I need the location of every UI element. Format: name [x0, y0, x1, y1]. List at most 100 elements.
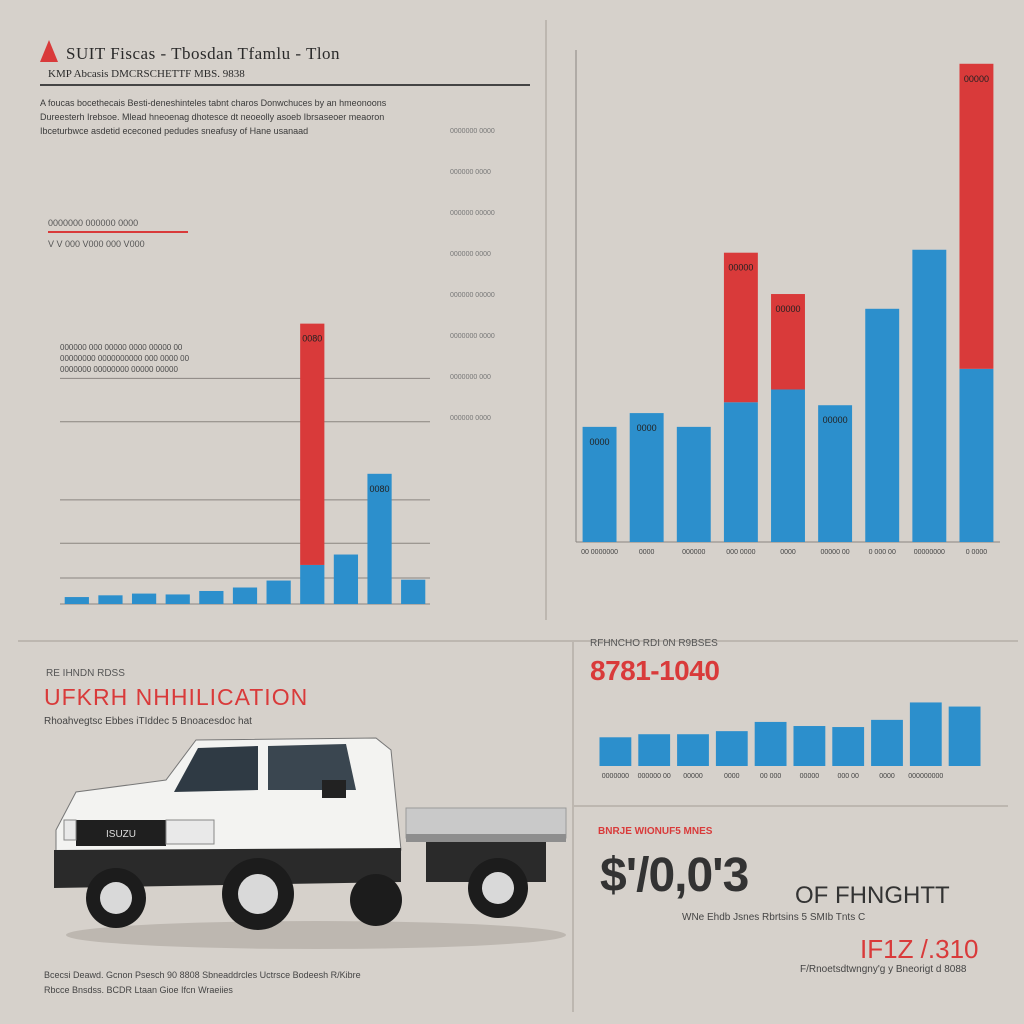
category-label: 00000: [800, 773, 820, 780]
truck-caption-line1: Bcecsi Deawd. Gcnon Psesch 90 8808 Sbnea…: [44, 970, 361, 980]
category-label: 0000: [780, 549, 796, 556]
category-label: 0 0000: [966, 549, 988, 556]
side-label: 000000 0000: [450, 251, 491, 258]
data-label: 00000: [964, 74, 989, 84]
bar-blue: [793, 726, 826, 766]
price-kicker: BNRJE WIONUF5 MNES: [598, 826, 713, 837]
stats-figure: 8781-1040: [590, 655, 720, 686]
bar-blue: [771, 389, 805, 542]
bar-blue: [98, 595, 123, 604]
bar-blue: [871, 719, 903, 766]
bar-blue: [333, 554, 359, 604]
side-label: 0000000 0000: [450, 333, 495, 340]
bar-blue: [715, 731, 748, 766]
bar-blue: [582, 426, 617, 542]
bar-red: [771, 294, 805, 390]
bar-blue: [676, 426, 711, 542]
data-label: 00000: [823, 415, 848, 425]
category-label: 000 00: [837, 773, 859, 780]
category-label: 00000000: [914, 549, 945, 556]
bar-blue: [832, 727, 865, 766]
bar-blue: [948, 706, 981, 766]
truck-caption: Bcecsi Deawd. Gcnon Psesch 90 8808 Sbnea…: [44, 968, 424, 998]
left-legend: 0000000 000000 0000 V V 000 V000 000 V00…: [48, 218, 188, 249]
left-legend-line1: 0000000 000000 0000: [48, 218, 139, 228]
logo-triangle-icon: [40, 40, 58, 62]
bar-blue: [629, 413, 664, 542]
title-rule: [40, 84, 530, 86]
divider-vertical-bottom: [572, 642, 574, 1012]
stats-kicker: RFHNCHO RDI 0N R9BSES: [590, 638, 718, 649]
side-label: 0000000 000: [450, 374, 491, 381]
truck-subtitle: Rhoahvegtsc Ebbes iTIddec 5 Bnoacesdoc h…: [44, 716, 252, 727]
left-note-line2: 00000000 0000000000 000 0000 00: [60, 354, 190, 363]
price-subtitle: WNe Ehdb Jsnes Rbrtsins 5 SMIb Tnts C: [682, 912, 866, 923]
left-legend-rule: [48, 231, 188, 233]
price-footnote: F/Rnoetsdtwngny'g y Bneorigt d 8088: [800, 964, 967, 975]
side-label: 000000 00000: [450, 210, 495, 217]
stats-block: RFHNCHO RDI 0N R9BSES 8781-1040: [590, 638, 720, 687]
bar-blue: [865, 308, 900, 542]
bar-blue: [754, 721, 787, 766]
price-unit: OF FHNGHTT: [795, 882, 950, 909]
bar-blue: [367, 473, 392, 604]
side-label: 0000000 0000: [450, 128, 495, 135]
category-label: 000000: [682, 549, 705, 556]
bar-blue: [199, 590, 224, 604]
left-note: 000000 000 00000 0000 00000 00 00000000 …: [60, 342, 230, 375]
divider-vertical-top: [545, 20, 547, 620]
data-label: 00000: [775, 304, 800, 314]
bar-blue: [818, 405, 853, 542]
category-label: 0000000: [602, 773, 629, 780]
bar-blue: [723, 402, 758, 542]
category-label: 0000: [724, 773, 740, 780]
left-legend-line2: V V 000 V000 000 V000: [48, 239, 145, 249]
chart-left: 0080 0080: [60, 323, 430, 605]
category-label: 0000: [639, 549, 655, 556]
bar-red: [959, 63, 994, 369]
divider-horizontal-mid: [18, 640, 1018, 642]
bar-blue: [266, 580, 291, 604]
category-label: 0000: [879, 773, 895, 780]
category-label: 000000 00: [638, 773, 671, 780]
truck-caption-line2: Rbcce Bnsdss. BCDR Ltaan Gioe Ifcn Wraei…: [44, 985, 233, 995]
bar-blue: [131, 593, 157, 604]
bar-blue: [638, 734, 671, 766]
bar-blue: [300, 564, 325, 604]
category-label: 000 0000: [726, 549, 755, 556]
bar-blue: [959, 368, 994, 542]
page-title: SUIT Fiscas - Tbosdan Tfamlu - Tlon: [66, 44, 341, 63]
category-label: 0 000 00: [869, 549, 896, 556]
truck-kicker: RE IHNDN RDSS: [46, 668, 125, 679]
page-subtitle: KMP Abcasis DMCRSCHETTF MBS. 9838: [48, 68, 245, 80]
bar-blue: [165, 594, 190, 604]
price-secondary: IF1Z /.310: [860, 934, 979, 964]
price-figure: $'/0,0'3: [600, 849, 749, 902]
data-label: 00000: [728, 263, 753, 273]
bar-blue: [401, 579, 426, 604]
left-note-line1: 000000 000 00000 0000 00000 00: [60, 343, 183, 352]
divider-horizontal-right: [574, 805, 1008, 807]
chart-bottom-right: 0000000 000000 00 00000 0000 00 000 00000 000 …: [599, 702, 981, 780]
bar-blue: [599, 737, 632, 766]
bar-red: [300, 323, 325, 565]
side-labels: 0000000 0000 000000 0000 000000 00000 00…: [450, 128, 530, 456]
side-label: 000000 00000: [450, 292, 495, 299]
category-label: 000000000: [908, 773, 943, 780]
bar-blue: [677, 734, 709, 766]
truck-title: UFKRH NHHILICATION: [44, 684, 309, 710]
side-label: 000000 0000: [450, 415, 491, 422]
bar-blue: [232, 587, 258, 604]
side-label: 000000 0000: [450, 169, 491, 176]
bar-blue: [912, 249, 947, 542]
category-label: 00 0000000: [581, 549, 618, 556]
grille-badge: ISUZU: [106, 829, 136, 840]
truck-illustration: ISUZU: [54, 737, 567, 949]
bar-blue: [64, 597, 89, 604]
intro-text: A foucas bocethecais Besti-deneshinteles…: [40, 98, 387, 136]
category-label: 00000: [683, 773, 703, 780]
category-label: 00 000: [760, 773, 782, 780]
bar-red: [723, 252, 758, 403]
category-label: 00000 00: [821, 549, 850, 556]
